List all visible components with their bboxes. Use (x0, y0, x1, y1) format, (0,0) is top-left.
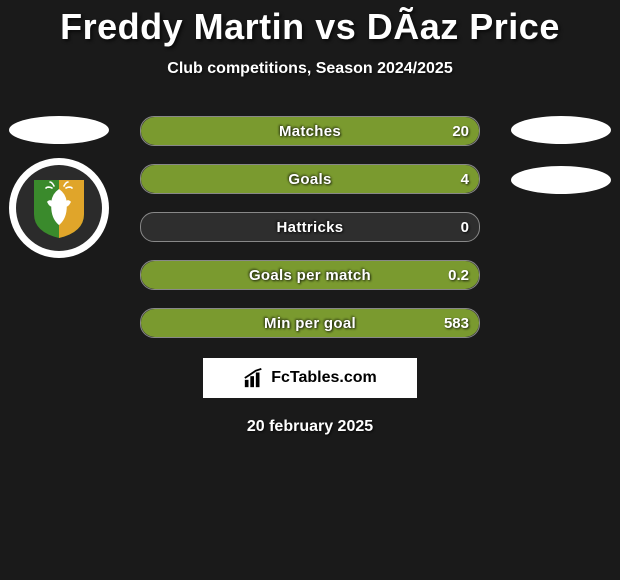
stat-bar: Goals4 (140, 164, 480, 194)
stat-bar: Min per goal583 (140, 308, 480, 338)
badge-shield-icon (30, 176, 88, 240)
player2-silhouette-icon (511, 116, 611, 144)
stat-label: Min per goal (141, 309, 479, 337)
left-player-column (4, 116, 114, 258)
stat-value-right: 583 (444, 309, 469, 337)
stat-value-right: 0.2 (448, 261, 469, 289)
player1-silhouette-icon (9, 116, 109, 144)
stat-label: Goals per match (141, 261, 479, 289)
stat-label: Goals (141, 165, 479, 193)
right-player-column (506, 116, 616, 194)
vs-label: vs (315, 6, 356, 47)
player2-club-silhouette-icon (511, 166, 611, 194)
stat-bar: Goals per match0.2 (140, 260, 480, 290)
stat-bar: Matches20 (140, 116, 480, 146)
player1-name: Freddy Martin (60, 6, 305, 47)
attribution-logo-icon (243, 367, 265, 389)
stat-value-right: 0 (461, 213, 469, 241)
stat-value-right: 4 (461, 165, 469, 193)
attribution-box: FcTables.com (203, 358, 417, 398)
page-root: Freddy Martin vs DÃ­az Price Club compet… (0, 0, 620, 580)
stat-bars: Matches20 Goals4 Hattricks0 Goals per match… (140, 116, 480, 338)
page-subtitle: Club competitions, Season 2024/2025 (0, 60, 620, 78)
stat-bar: Hattricks0 (140, 212, 480, 242)
stat-value-right: 20 (452, 117, 469, 145)
page-title: Freddy Martin vs DÃ­az Price (0, 0, 620, 48)
attribution-text: FcTables.com (271, 369, 377, 387)
stat-label: Hattricks (141, 213, 479, 241)
player1-club-badge (9, 158, 109, 258)
content-area: Matches20 Goals4 Hattricks0 Goals per match… (0, 116, 620, 436)
stat-label: Matches (141, 117, 479, 145)
player2-name: DÃ­az Price (367, 6, 560, 47)
date-label: 20 february 2025 (0, 418, 620, 436)
